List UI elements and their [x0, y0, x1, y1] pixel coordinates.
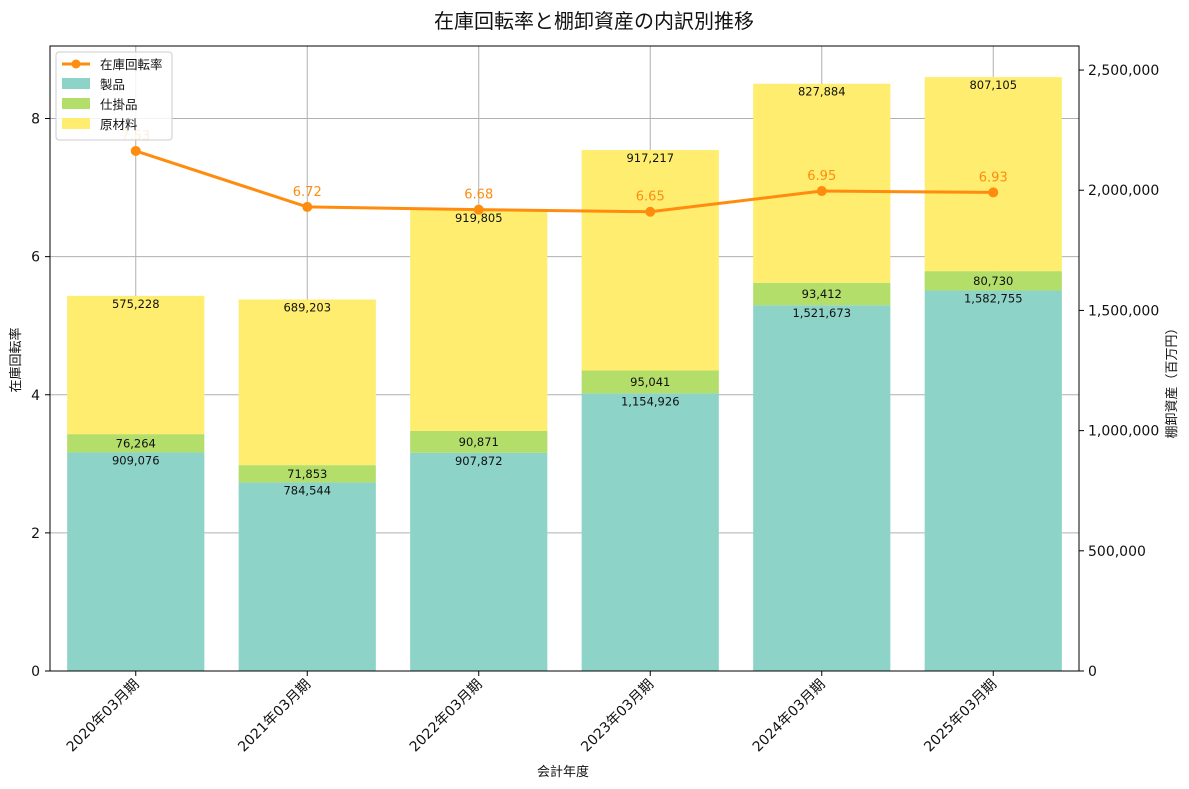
y-tick-label-right: 2,000,000	[1088, 183, 1159, 199]
plot-frame	[49, 45, 1080, 672]
bar-segment-3	[581, 150, 719, 371]
y-tick-label-right: 2,500,000	[1088, 63, 1159, 79]
data-label: 784,544	[283, 483, 331, 497]
x-tick-label: 2023年03月期	[578, 677, 657, 756]
bar-segment-1	[238, 482, 376, 671]
legend-label: 仕掛品	[100, 97, 138, 112]
data-label: 919,805	[455, 211, 503, 225]
y-tick-label-left: 8	[31, 112, 40, 128]
y-tick-label-right: 500,000	[1088, 544, 1146, 560]
rate-label: 6.93	[979, 170, 1008, 185]
bar-segment-2	[581, 370, 719, 394]
bar-segment-2	[753, 282, 891, 306]
rate-point	[645, 206, 656, 217]
data-label: 71,853	[287, 467, 327, 481]
y-tick-label-left: 6	[31, 250, 40, 266]
rate-point	[130, 145, 141, 156]
legend-label: 製品	[100, 77, 125, 92]
data-label: 93,412	[802, 287, 842, 301]
bar-segment-3	[67, 295, 205, 435]
x-tick-label: 2024年03月期	[750, 677, 829, 756]
legend-swatch	[62, 118, 90, 129]
rate-label: 6.65	[636, 190, 665, 205]
x-tick-label: 2021年03月期	[235, 677, 314, 756]
rate-label: 6.68	[464, 188, 493, 203]
x-tick-label: 2022年03月期	[407, 677, 486, 756]
bar-segment-2	[410, 430, 548, 453]
x-tick-label: 2020年03月期	[64, 677, 143, 756]
data-label: 807,105	[969, 78, 1017, 92]
rate-point	[473, 204, 484, 215]
rate-label: 6.95	[807, 169, 836, 184]
data-label: 907,872	[455, 454, 503, 468]
data-label: 909,076	[112, 453, 160, 467]
y-tick-label-left: 4	[31, 388, 40, 404]
data-label: 80,730	[973, 274, 1013, 288]
rate-point	[302, 201, 313, 212]
data-label: 1,582,755	[964, 292, 1023, 306]
bar-segment-2	[238, 465, 376, 483]
bar-segment-3	[238, 299, 376, 466]
y-tick-label-left: 2	[31, 526, 40, 542]
y-axis-right-label: 棚卸資産（百万円）	[1164, 321, 1180, 438]
data-label: 95,041	[630, 375, 670, 389]
data-label: 1,154,926	[621, 394, 680, 408]
rate-label: 6.72	[293, 185, 322, 200]
rate-point	[988, 187, 999, 198]
rate-line	[135, 149, 994, 214]
y-axis-left-label: 在庫回転率	[8, 327, 24, 392]
bar-segment-1	[581, 393, 719, 671]
data-label: 76,264	[116, 436, 156, 450]
legend-label: 原材料	[100, 117, 138, 132]
data-label: 575,228	[112, 297, 160, 311]
x-axis-label: 会計年度	[537, 764, 589, 780]
legend-point-marker	[71, 59, 81, 69]
y-tick-label-right: 1,500,000	[1088, 303, 1159, 319]
bar-segment-3	[410, 209, 548, 431]
bar-segment-3	[753, 83, 891, 283]
legend-swatch	[62, 98, 90, 109]
bar-segment-1	[753, 305, 891, 671]
data-label: 689,203	[283, 300, 331, 314]
y-tick-label-right: 0	[1088, 664, 1097, 680]
bars-layer	[67, 77, 1062, 671]
y-tick-label-right: 1,000,000	[1088, 424, 1159, 440]
data-label: 1,521,673	[792, 306, 851, 320]
bar-segment-2	[924, 271, 1062, 291]
x-tick-label: 2025年03月期	[921, 677, 1000, 756]
bar-segment-2	[67, 434, 205, 453]
data-label: 90,871	[459, 435, 499, 449]
legend-label: 在庫回転率	[100, 57, 163, 72]
bar-segment-1	[924, 290, 1062, 671]
segment-labels-layer: 909,076 76,264 575,228 784,544 71,853 689,203…	[112, 78, 1023, 497]
bar-segment-1	[67, 452, 205, 671]
rate-point	[816, 186, 827, 197]
y-tick-label-left: 0	[31, 664, 40, 680]
bar-segment-3	[924, 77, 1062, 272]
data-label: 917,217	[626, 151, 674, 165]
data-label: 827,884	[798, 85, 846, 99]
bar-segment-1	[410, 452, 548, 671]
chart-title: 在庫回転率と棚卸資産の内訳別推移	[434, 9, 754, 33]
legend-swatch	[62, 78, 90, 89]
